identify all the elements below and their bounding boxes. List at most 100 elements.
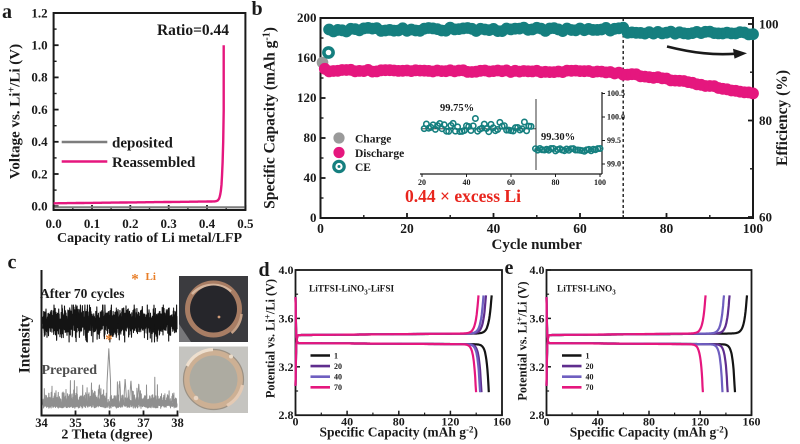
svg-text:2.8: 2.8: [279, 408, 294, 422]
svg-text:Specific Capacity (mAh g-1): Specific Capacity (mAh g-1): [262, 27, 279, 209]
svg-text:40: 40: [463, 178, 471, 187]
svg-text:37: 37: [137, 416, 150, 430]
svg-text:99.75%: 99.75%: [440, 103, 474, 114]
svg-text:0.0: 0.0: [31, 199, 47, 214]
svg-text:0.44 × excess Li: 0.44 × excess Li: [405, 186, 521, 206]
svg-text:e: e: [505, 257, 514, 279]
svg-text:0: 0: [310, 210, 317, 225]
svg-text:1: 1: [334, 351, 338, 360]
svg-text:LiTFSI-LiNO3: LiTFSI-LiNO3: [557, 285, 616, 297]
svg-text:36: 36: [103, 416, 116, 430]
svg-text:deposited: deposited: [112, 136, 174, 152]
svg-text:0.3: 0.3: [161, 216, 178, 231]
svg-text:Specific Capacity (mAh g-2): Specific Capacity (mAh g-2): [319, 425, 478, 440]
svg-text:1.0: 1.0: [31, 38, 47, 53]
svg-text:40: 40: [341, 415, 353, 429]
svg-text:20: 20: [586, 362, 594, 371]
svg-text:2.8: 2.8: [530, 408, 545, 422]
svg-text:120: 120: [691, 415, 709, 429]
svg-text:0.5: 0.5: [237, 216, 254, 231]
svg-text:Capacity ratio of Li metal/LFP: Capacity ratio of Li metal/LFP: [57, 231, 243, 246]
svg-text:After 70 cycles: After 70 cycles: [40, 286, 124, 301]
svg-text:b: b: [251, 0, 262, 20]
svg-text:2 Theta (dgree): 2 Theta (dgree): [61, 428, 153, 443]
svg-text:Reassembled: Reassembled: [112, 155, 196, 171]
svg-text:60: 60: [759, 210, 772, 225]
svg-text:0: 0: [544, 415, 550, 429]
svg-text:160: 160: [297, 50, 317, 65]
svg-text:c: c: [8, 252, 17, 274]
svg-text:100.5: 100.5: [607, 89, 625, 98]
svg-text:0.2: 0.2: [31, 166, 47, 181]
svg-text:3.2: 3.2: [530, 360, 545, 374]
svg-text:100: 100: [594, 178, 606, 187]
svg-text:99.0: 99.0: [607, 160, 621, 169]
svg-text:*: *: [131, 272, 139, 288]
svg-text:70: 70: [334, 383, 342, 392]
svg-text:1.2: 1.2: [31, 5, 47, 20]
svg-text:3.6: 3.6: [530, 311, 545, 325]
svg-text:80: 80: [552, 178, 560, 187]
svg-text:Potential vs. Li+/Li (V): Potential vs. Li+/Li (V): [515, 281, 530, 400]
svg-text:40: 40: [586, 373, 594, 382]
svg-text:80: 80: [304, 130, 317, 145]
svg-text:Discharge: Discharge: [355, 148, 404, 160]
svg-text:80: 80: [393, 415, 405, 429]
svg-text:35: 35: [69, 416, 82, 430]
svg-text:Ratio=0.44: Ratio=0.44: [157, 22, 229, 39]
svg-text:99.30%: 99.30%: [541, 132, 575, 143]
svg-text:70: 70: [586, 383, 594, 392]
svg-text:LiTFSI-LiNO3-LiFSI: LiTFSI-LiNO3-LiFSI: [309, 285, 395, 297]
svg-text:20: 20: [334, 362, 342, 371]
svg-text:Cycle number: Cycle number: [492, 237, 583, 253]
svg-text:0.0: 0.0: [45, 216, 61, 231]
svg-text:40: 40: [304, 170, 317, 185]
svg-text:Li: Li: [146, 271, 156, 283]
svg-text:Charge: Charge: [355, 134, 391, 146]
svg-text:*: *: [105, 332, 113, 348]
svg-text:60: 60: [507, 178, 515, 187]
svg-text:0.8: 0.8: [31, 70, 48, 85]
svg-text:a: a: [2, 1, 12, 23]
svg-text:Efficiency (%): Efficiency (%): [774, 70, 791, 166]
svg-text:0.2: 0.2: [122, 216, 138, 231]
svg-text:0.1: 0.1: [84, 216, 100, 231]
svg-text:Intensity: Intensity: [17, 314, 34, 373]
svg-text:d: d: [258, 259, 269, 281]
svg-text:20: 20: [400, 221, 414, 236]
svg-text:Prepared: Prepared: [42, 363, 98, 378]
svg-text:1: 1: [586, 351, 590, 360]
svg-text:4.0: 4.0: [279, 263, 294, 277]
svg-text:120: 120: [441, 415, 459, 429]
svg-text:80: 80: [759, 113, 772, 128]
svg-text:20: 20: [418, 178, 426, 187]
svg-text:100.0: 100.0: [607, 113, 625, 122]
svg-text:100: 100: [743, 221, 764, 236]
svg-text:Voltage vs. Li+/Li (V): Voltage vs. Li+/Li (V): [7, 44, 24, 179]
svg-text:80: 80: [660, 221, 674, 236]
svg-text:38: 38: [171, 416, 184, 430]
svg-text:4.0: 4.0: [530, 263, 545, 277]
svg-text:0: 0: [317, 221, 324, 236]
svg-text:160: 160: [743, 415, 761, 429]
svg-text:Specific Capacity (mAh g-2): Specific Capacity (mAh g-2): [570, 425, 729, 440]
svg-text:200: 200: [297, 10, 317, 25]
svg-text:80: 80: [643, 415, 655, 429]
svg-text:99.5: 99.5: [607, 136, 621, 145]
svg-text:3.2: 3.2: [279, 360, 294, 374]
svg-text:3.6: 3.6: [279, 311, 294, 325]
svg-text:160: 160: [493, 415, 511, 429]
svg-text:40: 40: [487, 221, 501, 236]
svg-text:0.4: 0.4: [199, 216, 216, 231]
svg-text:Potential vs. Li+/Li (V): Potential vs. Li+/Li (V): [263, 279, 278, 398]
svg-text:34: 34: [35, 416, 48, 430]
svg-text:CE: CE: [355, 162, 371, 174]
svg-text:0: 0: [293, 415, 299, 429]
svg-text:40: 40: [592, 415, 604, 429]
svg-text:0.4: 0.4: [31, 134, 48, 149]
svg-text:60: 60: [573, 221, 587, 236]
svg-text:0.6: 0.6: [31, 102, 48, 117]
svg-text:100: 100: [759, 17, 779, 32]
svg-text:120: 120: [297, 90, 317, 105]
svg-text:40: 40: [334, 373, 342, 382]
